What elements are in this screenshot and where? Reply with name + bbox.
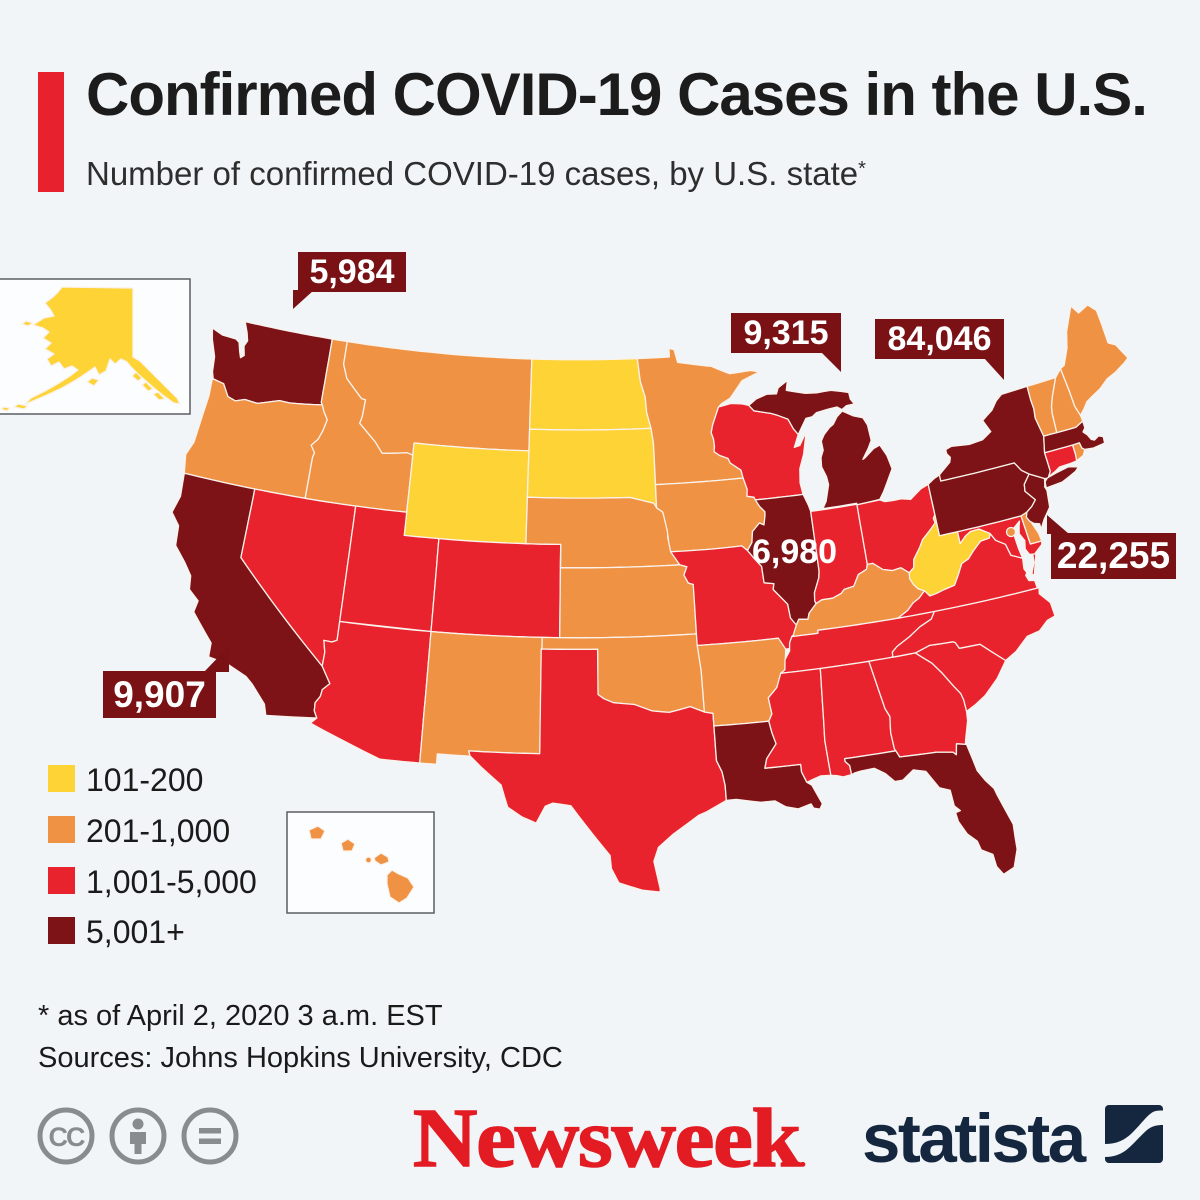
- svg-text:CC: CC: [49, 1122, 85, 1152]
